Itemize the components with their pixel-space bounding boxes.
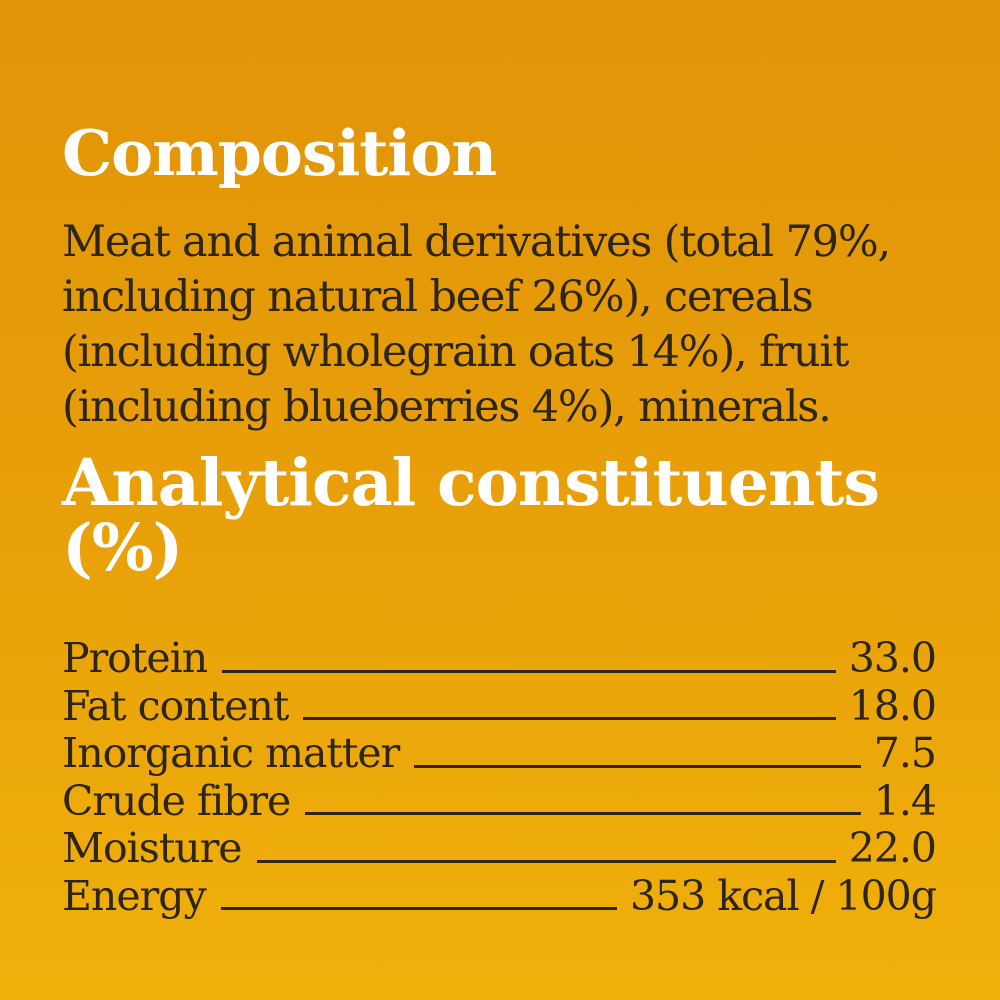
constituent-label: Crude fibre <box>62 776 291 825</box>
label-panel: Composition Meat and animal derivatives … <box>62 122 938 921</box>
leader-line <box>220 907 617 910</box>
constituent-label: Energy <box>62 871 207 920</box>
constituent-value: 1.4 <box>873 776 937 825</box>
leader-line <box>303 717 836 720</box>
table-row: Energy 353 kcal / 100g <box>62 871 937 921</box>
constituents-table: Protein 33.0 Fat content 18.0 Inorganic … <box>62 634 937 921</box>
composition-body-line: including natural beef 26%), cereals <box>62 272 814 322</box>
composition-body: Meat and animal derivatives (total 79%, … <box>62 215 936 435</box>
leader-line <box>414 764 861 768</box>
composition-heading: Composition <box>62 116 497 190</box>
constituent-label: Protein <box>62 634 208 682</box>
composition-body-line: (including blueberries 4%), minerals. <box>62 382 832 432</box>
composition-section: Composition Meat and animal derivatives … <box>62 122 936 435</box>
table-row: Protein 33.0 <box>62 634 937 683</box>
table-row: Crude fibre 1.4 <box>62 776 937 826</box>
leader-line <box>256 859 836 863</box>
leader-line <box>222 669 836 673</box>
composition-body-line: (including wholegrain oats 14%), fruit <box>62 327 849 377</box>
composition-body-line: Meat and animal derivatives (total 79%, <box>62 217 891 267</box>
constituent-value: 353 kcal / 100g <box>629 871 937 920</box>
table-row: Moisture 22.0 <box>62 824 937 873</box>
table-row: Fat content 18.0 <box>62 681 937 731</box>
constituent-value: 18.0 <box>848 681 937 730</box>
constituent-label: Fat content <box>62 681 289 730</box>
constituent-value: 7.5 <box>873 729 937 777</box>
analytical-section: Analytical constituents (%) Protein 33.0… <box>62 445 937 921</box>
table-row: Inorganic matter 7.5 <box>62 729 937 778</box>
analytical-heading: Analytical constituents (%) <box>62 445 880 586</box>
constituent-value: 33.0 <box>848 634 937 682</box>
constituent-label: Inorganic matter <box>62 729 400 777</box>
constituent-value: 22.0 <box>848 824 937 872</box>
constituent-label: Moisture <box>62 824 243 872</box>
leader-line <box>305 812 861 815</box>
